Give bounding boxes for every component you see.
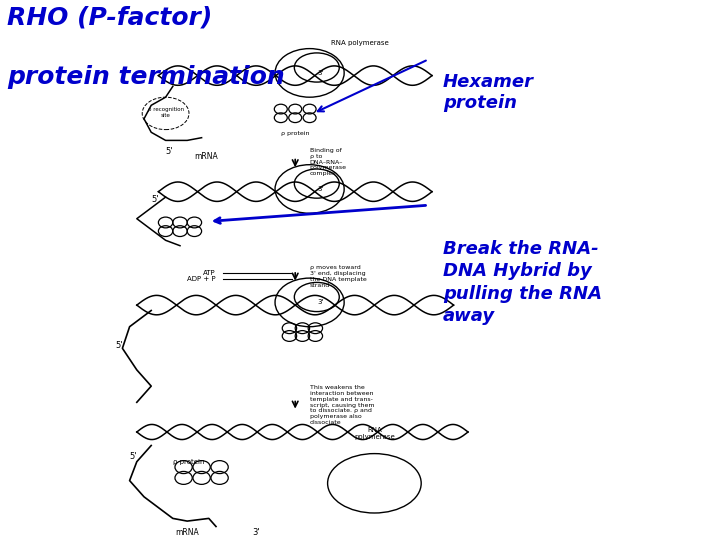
Text: ADP + P: ADP + P bbox=[187, 276, 216, 282]
Text: 5': 5' bbox=[151, 195, 158, 205]
Text: ρ protein: ρ protein bbox=[173, 460, 204, 465]
Text: 3': 3' bbox=[318, 299, 323, 306]
Text: 3': 3' bbox=[318, 70, 323, 76]
Text: RNA polymerase: RNA polymerase bbox=[331, 40, 389, 46]
Text: 3': 3' bbox=[252, 528, 260, 537]
Text: RNA
polymerase: RNA polymerase bbox=[354, 427, 395, 440]
Text: 5': 5' bbox=[166, 147, 173, 156]
Text: RHO (P-factor): RHO (P-factor) bbox=[7, 5, 212, 29]
Text: protein termination: protein termination bbox=[7, 65, 285, 89]
Text: mRNA: mRNA bbox=[194, 152, 218, 161]
Text: ATP: ATP bbox=[203, 270, 216, 276]
Text: Hexamer
protein: Hexamer protein bbox=[443, 73, 534, 112]
Text: ρ recognition
site: ρ recognition site bbox=[148, 107, 184, 118]
Text: 5': 5' bbox=[130, 452, 137, 461]
Text: Binding of
ρ to
DNA–RNA–
polymerase
complex: Binding of ρ to DNA–RNA– polymerase comp… bbox=[310, 148, 346, 176]
Text: This weakens the
interaction between
template and trans-
script, causing them
to: This weakens the interaction between tem… bbox=[310, 385, 374, 425]
Text: 5': 5' bbox=[115, 341, 122, 350]
Text: 3': 3' bbox=[318, 186, 323, 192]
Text: ρ moves toward
3' end, displacing
the DNA template
strand: ρ moves toward 3' end, displacing the DN… bbox=[310, 265, 366, 288]
Text: ρ protein: ρ protein bbox=[281, 131, 310, 136]
Text: Break the RNA-
DNA Hybrid by
pulling the RNA
away: Break the RNA- DNA Hybrid by pulling the… bbox=[443, 240, 602, 325]
Text: mRNA: mRNA bbox=[176, 528, 199, 537]
